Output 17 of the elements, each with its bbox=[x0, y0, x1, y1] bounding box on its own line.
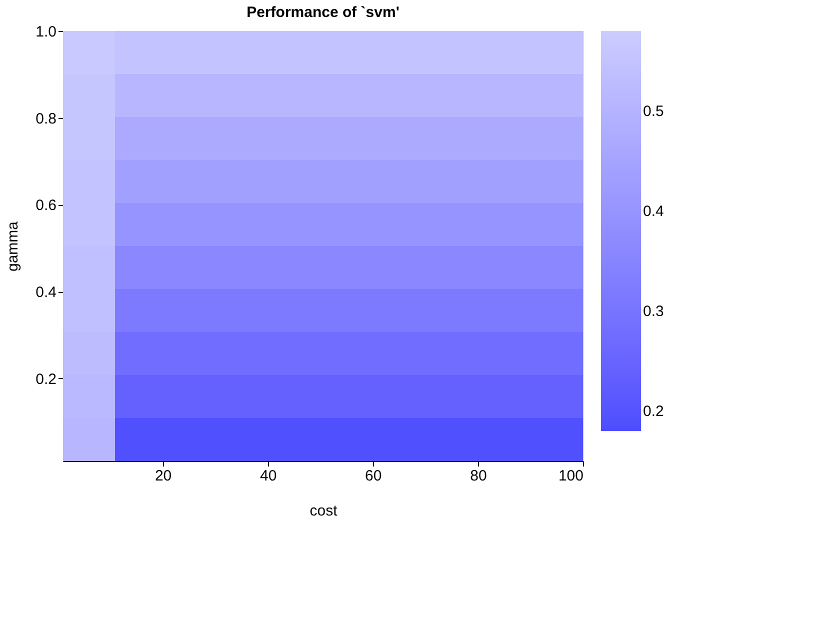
color-bar-label: 0.5 bbox=[643, 103, 664, 120]
y-axis-title: gamma bbox=[4, 220, 22, 272]
x-tick-label: 20 bbox=[154, 468, 172, 484]
x-tick-label: 80 bbox=[470, 468, 487, 484]
chart-title: Performance of `svm' bbox=[246, 4, 400, 21]
x-axis-title: cost bbox=[310, 502, 338, 520]
color-bar-label: 0.3 bbox=[643, 303, 664, 320]
y-tick-label: 0.2 bbox=[36, 370, 56, 388]
x-tick-label: 60 bbox=[365, 468, 382, 484]
y-tick-label: 0.4 bbox=[36, 284, 56, 302]
y-tick-label: 0.6 bbox=[36, 197, 56, 214]
x-tick-label: 40 bbox=[260, 468, 277, 484]
x-tick-label: 100 bbox=[558, 468, 584, 484]
color-bar-label: 0.2 bbox=[643, 403, 664, 420]
y-tick-label: 1.0 bbox=[36, 24, 56, 40]
y-tick-label: 0.8 bbox=[36, 110, 56, 128]
color-bar-label: 0.4 bbox=[643, 203, 664, 220]
